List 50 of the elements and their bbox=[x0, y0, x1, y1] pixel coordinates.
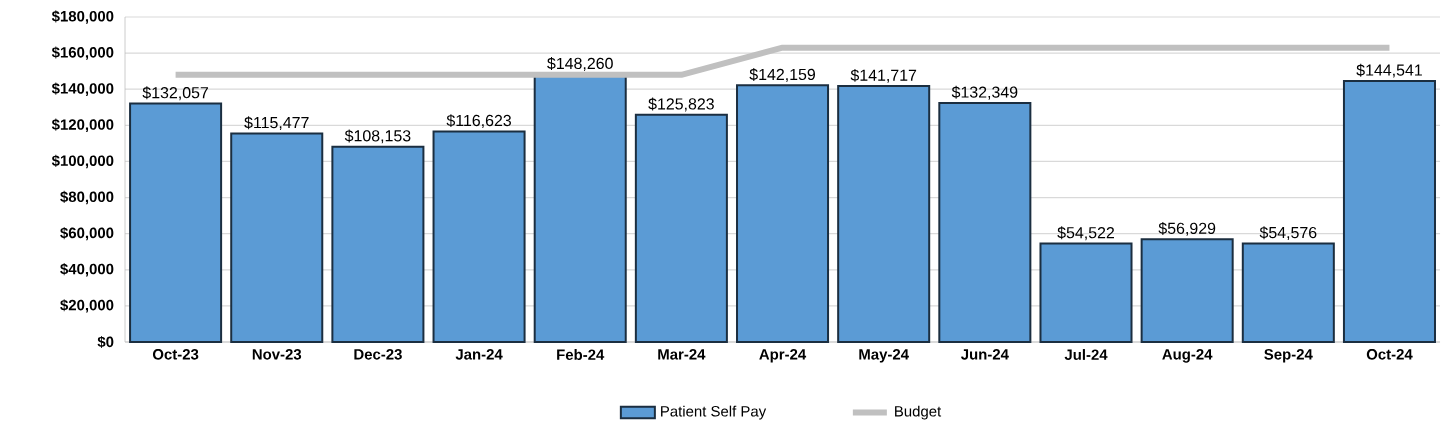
bar bbox=[1241, 242, 1335, 343]
x-tick-label: Nov-23 bbox=[252, 348, 302, 360]
data-label: $54,522 bbox=[1057, 226, 1114, 240]
data-label: $108,153 bbox=[344, 129, 411, 144]
data-label: $125,823 bbox=[648, 97, 714, 112]
data-label: $142,159 bbox=[749, 67, 815, 82]
y-tick-label: $60,000 bbox=[60, 226, 114, 241]
x-tick-label: Oct-24 bbox=[1366, 348, 1413, 360]
bar bbox=[938, 101, 1032, 343]
bar bbox=[634, 113, 728, 343]
y-tick-label: $100,000 bbox=[51, 154, 114, 168]
data-label: $115,477 bbox=[244, 116, 309, 130]
bar bbox=[837, 84, 931, 343]
x-tick-label: Mar-24 bbox=[658, 348, 706, 360]
bar bbox=[1039, 242, 1133, 343]
bar bbox=[1140, 238, 1234, 343]
bar bbox=[1342, 79, 1436, 343]
x-tick-label: Dec-23 bbox=[354, 348, 402, 360]
x-tick-label: Jan-24 bbox=[455, 348, 503, 360]
x-tick-label: Aug-24 bbox=[1162, 348, 1213, 363]
x-tick-label: Apr-24 bbox=[759, 348, 807, 363]
x-tick-label: May-24 bbox=[859, 348, 909, 363]
data-label: $144,541 bbox=[1356, 63, 1422, 78]
x-tick-label: Sep-24 bbox=[1264, 348, 1313, 363]
bar bbox=[432, 130, 526, 343]
x-tick-label: Feb-24 bbox=[557, 348, 605, 360]
data-label: $132,349 bbox=[951, 85, 1018, 100]
y-tick-label: $180,000 bbox=[51, 10, 114, 24]
y-tick-label: $20,000 bbox=[60, 298, 114, 313]
legend-label: Patient Self Pay bbox=[661, 405, 767, 420]
x-tick-label: Oct-23 bbox=[152, 348, 199, 360]
x-tick-label: Jul-24 bbox=[1064, 348, 1108, 360]
bar bbox=[331, 145, 425, 343]
bar bbox=[230, 132, 324, 343]
y-tick-label: $140,000 bbox=[51, 82, 114, 96]
y-tick-label: $160,000 bbox=[51, 46, 114, 60]
bar bbox=[129, 102, 223, 343]
x-tick-label: Jun-24 bbox=[960, 348, 1009, 360]
data-label: $56,929 bbox=[1158, 221, 1216, 236]
y-tick-label: $120,000 bbox=[51, 118, 114, 132]
data-label: $54,576 bbox=[1259, 226, 1317, 240]
y-tick-label: $40,000 bbox=[60, 262, 114, 277]
y-tick-label: $0 bbox=[97, 335, 114, 348]
y-tick-label: $80,000 bbox=[60, 190, 114, 205]
data-label: $148,260 bbox=[547, 56, 613, 71]
legend-label: Budget bbox=[895, 405, 942, 420]
data-label: $132,057 bbox=[142, 86, 209, 100]
data-label: $141,717 bbox=[850, 68, 917, 83]
bar bbox=[736, 84, 830, 343]
data-label: $116,623 bbox=[446, 113, 511, 128]
